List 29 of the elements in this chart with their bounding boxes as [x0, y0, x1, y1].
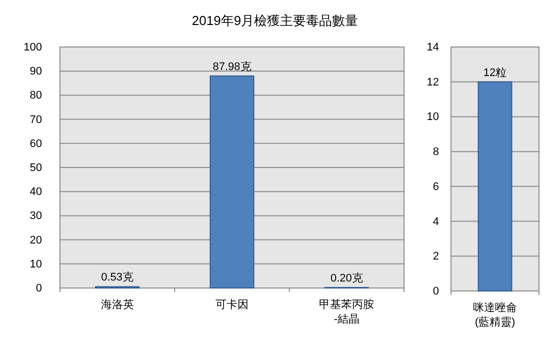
x-tick-label: 甲基苯丙胺 -結晶 — [319, 298, 374, 326]
x-tick-label: 咪達唑侖 (藍精靈) — [473, 301, 517, 328]
data-label: 0.20克 — [330, 272, 363, 285]
y-tick-label: 60 — [30, 138, 42, 150]
y-tick-label: 0 — [36, 282, 42, 295]
y-tick-label: 40 — [30, 186, 42, 198]
y-tick-label: 100 — [24, 42, 42, 54]
chart-title: 2019年9月檢獲主要毒品數量 — [192, 13, 358, 28]
y-tick-label: 10 — [30, 258, 42, 270]
data-label: 0.53克 — [101, 270, 134, 284]
data-label: 87.98克 — [212, 60, 252, 73]
y-tick-label: 14 — [426, 42, 439, 54]
y-tick-label: 4 — [432, 216, 439, 228]
y-tick-label: 90 — [30, 66, 42, 78]
y-tick-label: 10 — [426, 111, 439, 124]
bar — [210, 75, 254, 288]
y-tick-label: 8 — [432, 146, 439, 158]
y-tick-label: 2 — [432, 250, 439, 263]
y-tick-label: 80 — [30, 90, 42, 102]
y-tick-label: 0 — [432, 286, 439, 298]
y-tick-label: 30 — [30, 210, 42, 222]
x-tick-label: 海洛英 — [100, 298, 134, 311]
y-tick-label: 50 — [30, 162, 42, 174]
y-tick-label: 6 — [432, 180, 439, 193]
y-tick-label: 20 — [30, 234, 42, 246]
y-tick-label: 70 — [30, 114, 42, 126]
data-label: 12粒 — [483, 66, 507, 79]
x-tick-label: 可卡因 — [216, 298, 248, 311]
y-tick-label: 12 — [426, 76, 439, 88]
